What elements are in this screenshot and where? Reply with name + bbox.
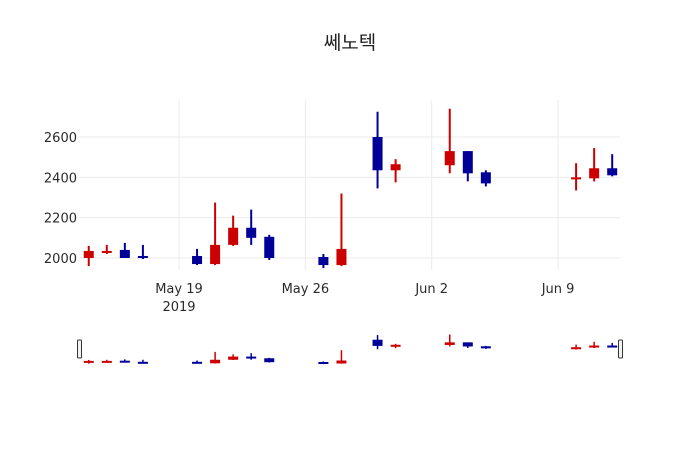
x-axis: May 19 2019 May 26 Jun 2 Jun 9 (155, 282, 574, 315)
range-slider-left-handle[interactable] (77, 339, 82, 359)
slider-candle (264, 357, 275, 363)
candle[interactable] (589, 148, 600, 182)
candle[interactable] (336, 193, 347, 267)
slider-candle (571, 344, 582, 350)
candle[interactable] (83, 245, 94, 267)
slider-candle (462, 342, 473, 348)
range-slider-right-handle[interactable] (618, 339, 623, 359)
y-tick-label: 2400 (44, 171, 77, 186)
candle[interactable] (571, 163, 582, 191)
candle[interactable] (192, 248, 203, 266)
range-slider[interactable] (77, 334, 623, 365)
x-tick-label: May 19 (155, 282, 203, 297)
slider-candle (137, 359, 148, 364)
slider-candle (372, 335, 383, 350)
candle[interactable] (444, 108, 455, 174)
slider-candle (228, 354, 239, 360)
y-axis: 2000 2200 2400 2600 (44, 131, 77, 267)
slider-candle (246, 353, 257, 360)
x-tick-label: May 26 (282, 282, 330, 297)
candle[interactable] (607, 154, 618, 177)
x-tick-label: Jun 2 (414, 282, 448, 297)
candles-main (83, 108, 618, 269)
slider-candle (210, 351, 221, 364)
grid-lines (80, 100, 620, 270)
y-tick-label: 2000 (44, 252, 77, 267)
candle[interactable] (119, 242, 130, 258)
candle[interactable] (264, 234, 275, 261)
x-tick-year-label: 2019 (162, 300, 195, 315)
slider-candle (390, 343, 401, 349)
candle[interactable] (228, 215, 239, 246)
candle[interactable] (318, 253, 329, 269)
slider-candle (318, 361, 329, 365)
candle[interactable] (210, 202, 221, 266)
slider-candle (589, 341, 600, 348)
slider-candle (101, 359, 112, 363)
slider-candle (607, 342, 618, 348)
candle[interactable] (101, 244, 112, 254)
slider-candle (480, 345, 491, 349)
candle[interactable] (246, 209, 257, 245)
x-tick-label: Jun 9 (541, 282, 575, 297)
candle[interactable] (462, 151, 473, 182)
candle[interactable] (390, 159, 401, 183)
candle[interactable] (372, 111, 383, 189)
candle[interactable] (480, 170, 491, 187)
slider-candle (83, 359, 94, 364)
slider-candle (444, 334, 455, 347)
candle[interactable] (137, 244, 148, 260)
slider-candle (192, 360, 203, 364)
slider-candle (336, 350, 347, 364)
y-tick-label: 2600 (44, 131, 77, 146)
y-tick-label: 2200 (44, 212, 77, 227)
slider-candle (119, 359, 130, 363)
chart-title: 쎄노텍 (323, 32, 377, 54)
